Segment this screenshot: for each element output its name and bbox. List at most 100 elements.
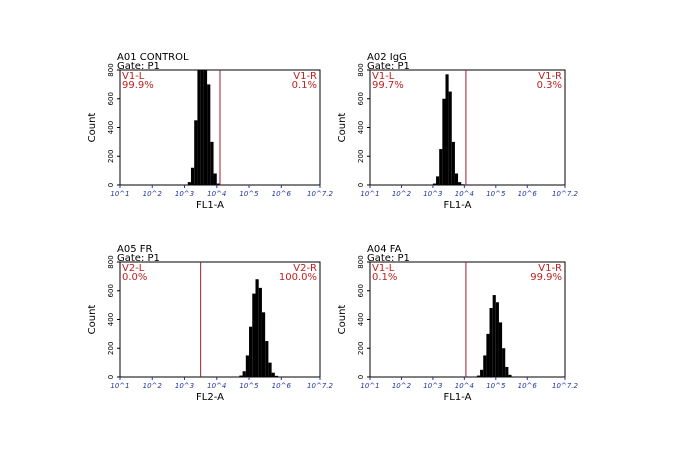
histogram-bar [502, 348, 506, 377]
y-tick-label: 0 [357, 183, 365, 187]
x-axis-label: FL1-A [196, 200, 224, 211]
x-tick-label: 10^2 [143, 382, 163, 390]
x-tick-label: 10^1 [360, 382, 379, 390]
gate-left-percent: 99.9% [122, 80, 154, 91]
histogram-bar [495, 302, 499, 377]
histogram-bar [194, 120, 198, 185]
histogram-bar [486, 333, 490, 377]
histogram-bar [261, 312, 266, 377]
y-tick-label: 200 [107, 150, 115, 163]
gate-left-name: V1-L [372, 71, 395, 82]
x-tick-label: 10^4 [207, 382, 226, 390]
histogram-bar [454, 173, 459, 185]
y-tick-label: 0 [357, 375, 365, 379]
histogram-bar [271, 372, 275, 377]
histogram-bar [492, 295, 496, 377]
x-tick-label: 10^6 [272, 190, 292, 198]
y-tick-label: 400 [107, 121, 115, 134]
y-axis-label: Count [337, 113, 348, 143]
y-tick-label: 200 [357, 150, 365, 163]
gate-right-name: V1-R [538, 71, 562, 82]
histogram-bar [439, 149, 443, 185]
histogram-bar [448, 91, 452, 185]
histogram-bar [489, 308, 493, 377]
y-tick-label: 400 [357, 121, 365, 134]
histogram-bar [498, 322, 503, 377]
y-tick-label: 600 [107, 284, 115, 297]
gate-left-name: V1-L [372, 263, 395, 274]
y-tick-label: 800 [107, 255, 115, 268]
y-tick-label: 400 [107, 313, 115, 326]
histogram-bar [190, 167, 195, 185]
x-tick-label: 10^2 [392, 382, 412, 390]
y-tick-label: 0 [107, 183, 115, 187]
histogram-bar [436, 176, 440, 185]
histogram-bar [258, 287, 262, 377]
gate-right-name: V2-R [293, 263, 317, 274]
x-tick-label: 10^5 [239, 382, 259, 390]
x-tick-label: 10^3 [423, 382, 442, 390]
chart-title: A01 CONTROL [117, 52, 189, 63]
x-tick-label: 10^5 [486, 382, 506, 390]
y-axis-label: Count [337, 305, 348, 335]
histogram-bar [480, 369, 484, 377]
x-tick-label: 10^4 [455, 382, 474, 390]
x-tick-label: 10^4 [207, 190, 226, 198]
chart-subtitle: Gate: P1 [367, 61, 410, 72]
x-axis-label: FL1-A [444, 392, 472, 403]
histogram-bar [200, 70, 204, 185]
gate-right-percent: 0.3% [537, 80, 562, 91]
histogram-bar [255, 279, 259, 377]
gate-left-percent: 0.0% [122, 272, 147, 283]
chart-subtitle: Gate: P1 [117, 253, 160, 264]
x-axis-label: FL1-A [444, 200, 472, 211]
y-tick-label: 600 [357, 92, 365, 105]
x-tick-label: 10^6 [518, 382, 538, 390]
histogram-bar [265, 341, 269, 377]
x-tick-label: 10^7.2 [307, 382, 333, 390]
histogram-bar [252, 293, 256, 377]
gate-left-percent: 0.1% [372, 272, 397, 283]
gate-right-percent: 100.0% [279, 272, 317, 283]
gate-left-name: V1-L [122, 71, 145, 82]
histogram-bar [505, 366, 509, 377]
x-tick-label: 10^3 [175, 190, 194, 198]
x-tick-label: 10^6 [518, 190, 538, 198]
x-tick-label: 10^2 [143, 190, 163, 198]
x-tick-label: 10^5 [239, 190, 259, 198]
histogram-bar [216, 183, 220, 185]
y-tick-label: 800 [357, 255, 365, 268]
x-tick-label: 10^1 [360, 190, 379, 198]
gate-left-name: V2-L [122, 263, 145, 274]
y-tick-label: 200 [357, 342, 365, 355]
x-tick-label: 10^2 [392, 190, 412, 198]
y-tick-label: 200 [107, 342, 115, 355]
chart-title: A05 FR [117, 244, 152, 255]
histogram-bar [197, 70, 201, 185]
y-tick-label: 800 [107, 63, 115, 76]
y-tick-label: 400 [357, 313, 365, 326]
x-tick-label: 10^5 [486, 190, 506, 198]
histogram-bar [187, 182, 191, 185]
y-tick-label: 0 [107, 375, 115, 379]
histogram-bar [432, 183, 437, 185]
x-tick-label: 10^3 [423, 190, 442, 198]
histogram-bar [242, 371, 246, 377]
chart-subtitle: Gate: P1 [367, 253, 410, 264]
histogram-bar [245, 355, 250, 377]
y-axis-label: Count [87, 113, 98, 143]
histogram-bar [483, 355, 487, 377]
histogram-bar [203, 70, 208, 185]
x-tick-label: 10^7.2 [552, 382, 578, 390]
histogram-bar [249, 326, 253, 377]
chart-subtitle: Gate: P1 [117, 61, 160, 72]
gate-right-percent: 99.9% [530, 272, 562, 283]
y-tick-label: 600 [107, 92, 115, 105]
histogram-bar [458, 182, 462, 185]
x-axis-label: FL2-A [196, 392, 224, 403]
histogram-bar [508, 374, 512, 377]
x-tick-label: 10^7.2 [307, 190, 333, 198]
y-axis-label: Count [87, 305, 98, 335]
